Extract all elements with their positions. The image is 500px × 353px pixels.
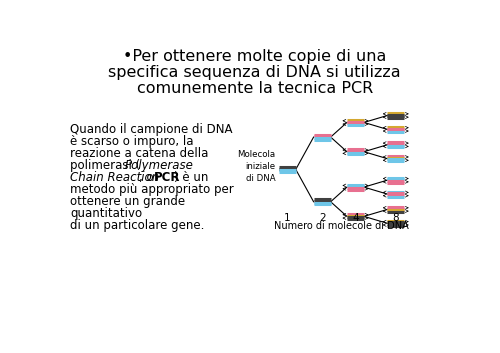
Text: metodo più appropriato per: metodo più appropriato per <box>70 183 234 196</box>
Text: Polymerase: Polymerase <box>124 159 194 172</box>
Text: Chain Reaction: Chain Reaction <box>70 171 160 184</box>
Text: 1: 1 <box>284 213 290 222</box>
Text: specifica sequenza di DNA si utilizza: specifica sequenza di DNA si utilizza <box>108 65 401 80</box>
Text: Numero di molecole di DNA: Numero di molecole di DNA <box>274 221 409 231</box>
Text: Quando il campione di DNA: Quando il campione di DNA <box>70 123 233 136</box>
Text: quantitativo: quantitativo <box>70 207 142 220</box>
Text: PCR: PCR <box>154 171 180 184</box>
Text: ottenere un grande: ottenere un grande <box>70 195 186 208</box>
Text: Molecola
iniziale
di DNA: Molecola iniziale di DNA <box>238 150 276 183</box>
Text: ) è un: ) è un <box>174 171 208 184</box>
Text: polimerasi (: polimerasi ( <box>70 159 140 172</box>
Text: , o: , o <box>140 171 158 184</box>
Text: •Per ottenere molte copie di una: •Per ottenere molte copie di una <box>123 48 386 64</box>
Text: di un particolare gene.: di un particolare gene. <box>70 219 204 232</box>
Text: è scarso o impuro, la: è scarso o impuro, la <box>70 135 194 148</box>
Text: reazione a catena della: reazione a catena della <box>70 147 208 160</box>
Text: comunemente la tecnica PCR: comunemente la tecnica PCR <box>136 81 373 96</box>
Text: 8: 8 <box>392 213 399 222</box>
Text: 2: 2 <box>319 213 326 222</box>
Text: 4: 4 <box>352 213 359 222</box>
